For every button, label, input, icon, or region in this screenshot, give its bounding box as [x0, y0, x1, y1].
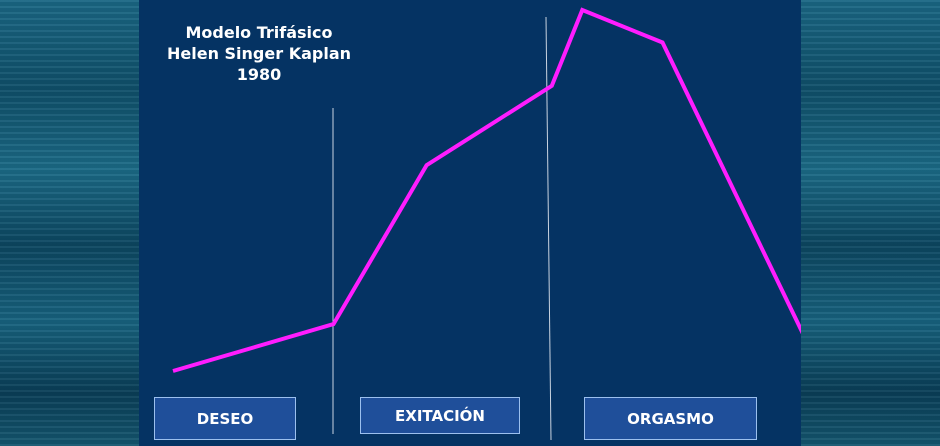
slide-title: Modelo Trifásico Helen Singer Kaplan 198… — [159, 22, 359, 85]
slide: Modelo Trifásico Helen Singer Kaplan 198… — [139, 0, 801, 446]
title-line-model: Modelo Trifásico — [185, 23, 333, 42]
phase-box-deseo: DESEO — [154, 397, 296, 440]
phase-divider-2 — [545, 16, 552, 441]
phase-box-orgasmo: ORGASMO — [584, 397, 757, 440]
left-background-panel — [0, 0, 139, 446]
phase-box-exitacion: EXITACIÓN — [360, 397, 520, 434]
title-line-year: 1980 — [236, 65, 282, 84]
title-line-author: Helen Singer Kaplan — [166, 44, 352, 63]
arousal-curve-line — [172, 7, 801, 373]
right-background-panel — [801, 0, 940, 446]
arousal-curve-diagram — [172, 7, 801, 441]
